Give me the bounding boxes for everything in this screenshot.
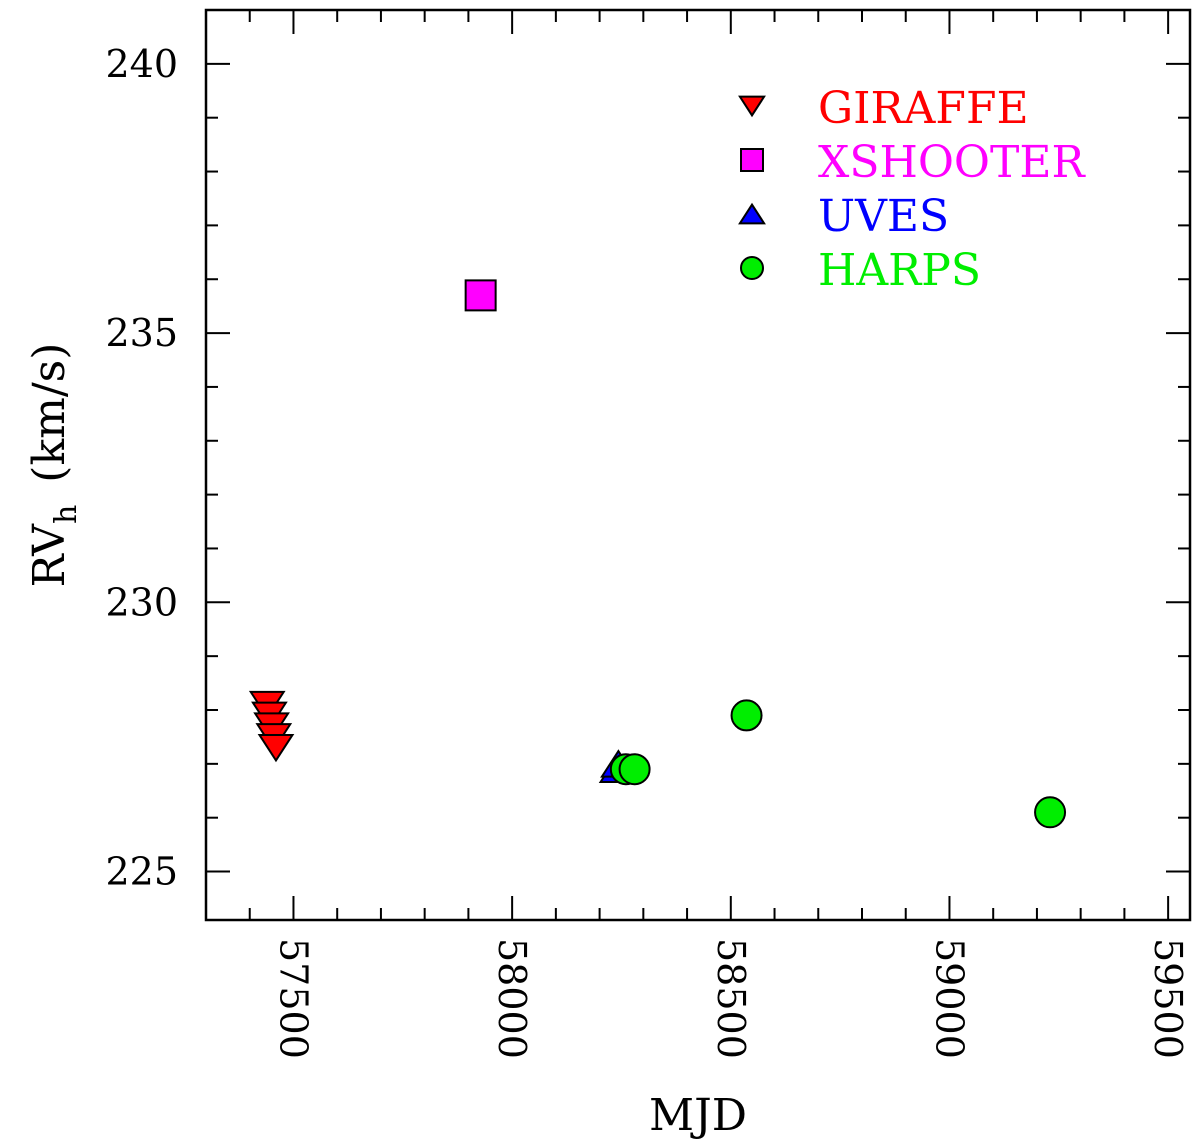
y-axis-title-main: RV — [24, 523, 75, 588]
axis-tick-labels: 57500 58000 58500 59000 59500 225 230 235 240 — [105, 42, 1190, 1059]
x-tick-label: 57500 — [271, 938, 315, 1059]
x-tick-label: 58000 — [490, 938, 534, 1059]
giraffe-point — [257, 733, 295, 763]
xshooter-point — [464, 279, 497, 312]
legend-harps-label: HARPS — [818, 245, 981, 296]
x-tick-label: 59000 — [927, 938, 971, 1059]
harps-point — [730, 699, 763, 732]
data-points — [248, 279, 1067, 829]
legend-xshooter-label: XSHOOTER — [818, 137, 1086, 188]
legend-uves-label: UVES — [818, 191, 949, 242]
legend-harps-marker — [740, 256, 764, 280]
legend-giraffe-marker — [738, 95, 766, 118]
y-tick-label: 235 — [105, 311, 178, 355]
legend-giraffe-label: GIRAFFE — [818, 83, 1029, 134]
harps-point — [1034, 796, 1067, 829]
y-axis-title: RVh (km/s) — [24, 343, 84, 588]
y-tick-label: 225 — [105, 850, 178, 894]
y-tick-label: 230 — [105, 580, 178, 624]
x-tick-label: 59500 — [1146, 938, 1190, 1059]
x-tick-label: 58500 — [709, 938, 753, 1059]
legend-uves-marker — [738, 202, 766, 225]
legend-xshooter-marker — [740, 148, 764, 172]
svg-text:RVh(km/s): RVh (km/s) — [24, 343, 84, 588]
y-tick-label: 240 — [105, 42, 178, 86]
plot-frame — [204, 8, 1192, 922]
y-axis-title-unit: (km/s) — [24, 343, 75, 483]
x-axis-title: MJD — [649, 1090, 747, 1141]
harps-point — [618, 753, 651, 786]
axis-ticks — [205, 9, 1190, 920]
y-axis-title-subscript: h — [49, 505, 84, 524]
